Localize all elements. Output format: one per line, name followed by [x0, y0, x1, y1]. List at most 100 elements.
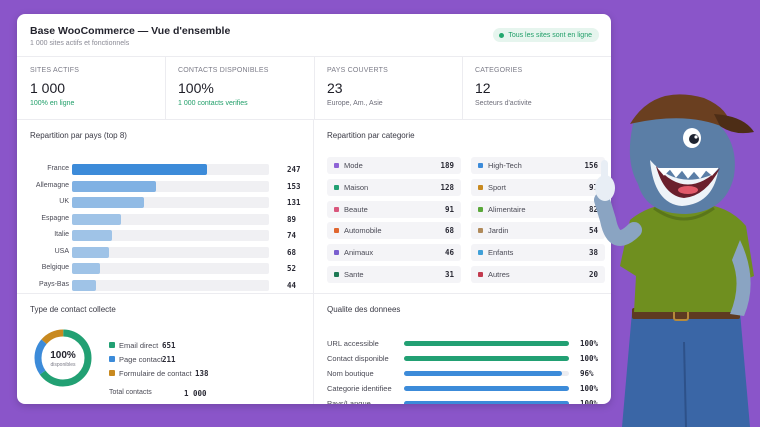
- legend-label: Page contact: [119, 355, 163, 364]
- donut-segment: [34, 329, 92, 387]
- country-label: Italie: [54, 231, 69, 238]
- quality-label: Categorie identifiee: [327, 384, 392, 393]
- category-item: Sport 97: [471, 178, 605, 196]
- stat-sites-actifs: SITES ACTIFS 1 000 100% en ligne: [17, 57, 166, 119]
- country-bar: [72, 164, 207, 175]
- stat-contacts-disponibles: CONTACTS DISPONIBLES 100% 1 000 contacts…: [165, 57, 315, 119]
- quality-row: Contact disponible 100%: [314, 353, 611, 365]
- quality-label: Nom boutique: [327, 369, 374, 378]
- stat-label: CATEGORIES: [475, 67, 523, 74]
- stat-note: Secteurs d'activite: [475, 100, 532, 107]
- total-contacts-value: 1 000: [184, 389, 207, 398]
- category-value: 54: [588, 226, 598, 236]
- country-value: 247: [287, 165, 301, 174]
- contact-donut-chart: 100% disponibles: [34, 329, 92, 387]
- country-value: 74: [287, 231, 297, 240]
- donut-center-label: disponibles: [50, 362, 76, 368]
- country-row: France 247: [17, 163, 313, 176]
- category-label: Sport: [488, 182, 506, 192]
- quality-bar-track: [404, 356, 569, 361]
- stat-categories: CATEGORIES 12 Secteurs d'activite: [462, 57, 611, 119]
- category-color-swatch: [478, 184, 483, 190]
- quality-row: Categorie identifiee 100%: [314, 383, 611, 395]
- legend-label: Email direct: [119, 341, 159, 350]
- dashboard-card: Base WooCommerce — Vue d'ensemble 1 000 …: [17, 14, 611, 404]
- category-label: Animaux: [344, 248, 374, 258]
- country-label: France: [47, 165, 69, 172]
- country-row: Espagne 89: [17, 213, 313, 226]
- country-label: USA: [54, 247, 69, 255]
- quality-value: 96%: [580, 369, 594, 378]
- category-value: 128: [440, 182, 454, 192]
- stat-note: 100% en ligne: [30, 100, 75, 107]
- country-label: Belgique: [41, 264, 69, 271]
- category-label: High-Tech: [488, 161, 522, 170]
- category-color-swatch: [334, 184, 339, 190]
- category-color-swatch: [334, 206, 339, 212]
- country-label: Espagne: [41, 214, 69, 222]
- country-bar-track: [72, 164, 269, 175]
- category-label: Maison: [344, 182, 369, 192]
- category-item: Alimentaire 82: [471, 200, 605, 218]
- category-item: Sante 31: [327, 266, 461, 283]
- legend-value: 651: [162, 341, 176, 350]
- status-dot-icon: [499, 32, 505, 38]
- quality-panel: Qualite des donnees URL accessible 100% Co…: [314, 294, 611, 404]
- stat-label: SITES ACTIFS: [30, 67, 80, 74]
- quality-bar: [404, 341, 569, 346]
- stat-value: 1 000: [30, 80, 66, 96]
- stat-value: 12: [475, 80, 491, 96]
- legend-color-swatch: [109, 342, 115, 348]
- quality-label: URL accessible: [327, 339, 379, 348]
- quality-value: 100%: [580, 399, 599, 404]
- country-label: Allemagne: [35, 181, 69, 189]
- category-label: Alimentaire: [488, 204, 526, 214]
- category-color-swatch: [478, 272, 483, 277]
- quality-value: 100%: [580, 354, 599, 363]
- country-row: Italie 74: [17, 229, 313, 242]
- category-label: Mode: [344, 161, 363, 170]
- country-label: UK: [59, 198, 69, 205]
- country-bar-track: [72, 263, 269, 274]
- category-label: Enfants: [488, 248, 514, 258]
- country-bar-track: [72, 180, 269, 192]
- quality-label: Contact disponible: [327, 354, 389, 363]
- country-row: Pays-Bas 44: [17, 279, 313, 292]
- country-bar: [72, 197, 144, 208]
- category-color-swatch: [334, 228, 339, 234]
- category-color-swatch: [478, 206, 483, 212]
- quality-value: 100%: [580, 384, 599, 393]
- page-subtitle: 1 000 sites actifs et fonctionnels: [30, 40, 130, 47]
- legend-value: 138: [195, 369, 209, 378]
- country-bar-track: [72, 279, 269, 291]
- category-value: 189: [440, 161, 454, 170]
- legend-value: 211: [162, 355, 176, 364]
- category-value: 20: [588, 270, 598, 279]
- country-bar-track: [72, 197, 269, 208]
- donut-center-value: 100%: [50, 350, 76, 361]
- stats-row: SITES ACTIFS 1 000 100% en ligne CONTACT…: [17, 57, 611, 120]
- country-bar: [72, 263, 101, 274]
- quality-bar-track: [404, 401, 569, 404]
- country-value: 52: [287, 264, 297, 273]
- category-label: Automobile: [344, 226, 382, 236]
- quality-bar-track: [404, 386, 569, 391]
- country-bar: [72, 279, 96, 291]
- country-bar: [72, 246, 110, 258]
- category-item: Animaux 46: [327, 244, 461, 262]
- category-value: 68: [444, 226, 454, 236]
- country-value: 89: [287, 214, 297, 224]
- stat-label: PAYS COUVERTS: [327, 67, 388, 74]
- country-panel-title: Repartition par pays (top 8): [30, 131, 127, 140]
- country-row: UK 131: [17, 196, 313, 209]
- category-value: 31: [444, 270, 454, 279]
- country-label: Pays-Bas: [39, 280, 69, 288]
- legend-color-swatch: [109, 356, 115, 362]
- stat-note: 1 000 contacts verifies: [178, 100, 248, 107]
- country-row: Belgique 52: [17, 262, 313, 275]
- page-title: Base WooCommerce — Vue d'ensemble: [30, 25, 231, 37]
- category-color-swatch: [478, 228, 483, 234]
- category-item: Jardin 54: [471, 222, 605, 240]
- quality-row: Pays/Langue 100%: [314, 398, 611, 404]
- country-value: 131: [287, 198, 301, 207]
